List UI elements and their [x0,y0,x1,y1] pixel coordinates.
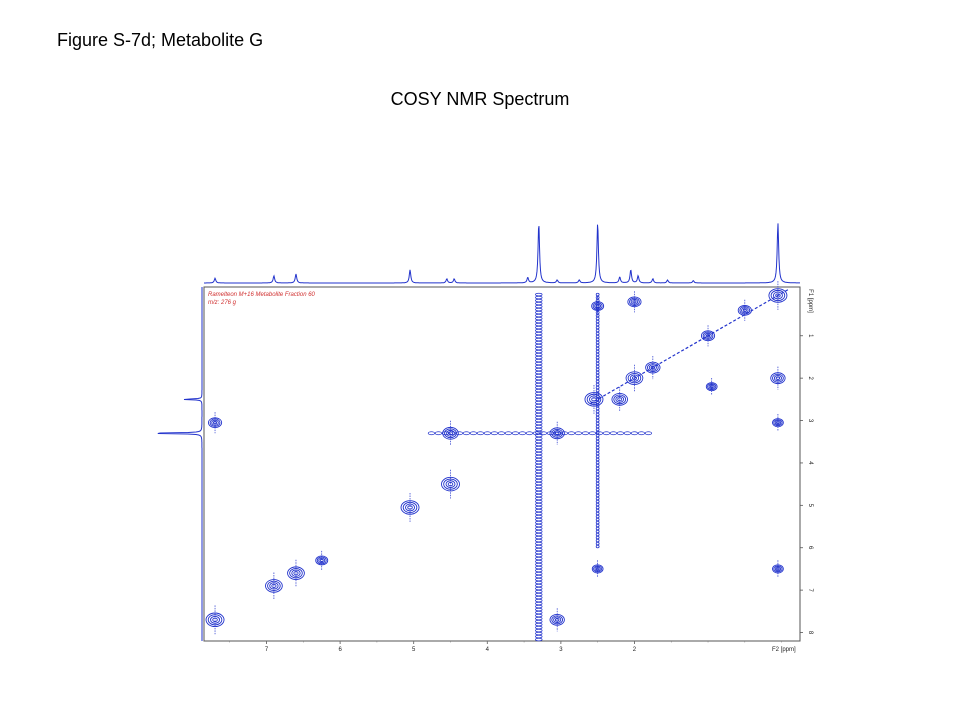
solvent-band [595,292,600,549]
cross-peak [591,296,605,316]
y-tick-label: 4 [807,461,813,465]
cross-peak [442,420,459,446]
cross-peak [705,377,718,396]
cross-peak [627,291,642,313]
cross-peak [611,386,628,412]
y-tick-label: 7 [807,588,813,592]
x-tick-label: 6 [338,647,342,653]
y-axis-ticks: 1 2 3 4 5 6 7 8 [800,334,813,635]
cross-peak [645,356,661,380]
chart-title: COSY NMR Spectrum [390,89,570,109]
solvent-band [535,292,543,642]
solvent-bands [427,292,653,642]
solvent-band [427,431,653,436]
y-tick-label: 5 [807,504,813,508]
cross-peak [549,421,565,445]
x-tick-label: 3 [559,647,563,653]
x-tick-label: 7 [265,647,269,653]
sample-annotation: Ramelteon M+16 Metabolite Fraction 60 [208,292,316,298]
y-tick-label: 2 [807,376,813,380]
y-axis-label: F1 [ppm] [807,289,813,313]
x-tick-label: 5 [412,647,416,653]
cross-peak [205,605,225,635]
x-axis-ticks: 7 6 5 4 3 2 [229,641,782,653]
left-projection-trace [157,287,203,641]
x-axis-label: F2 [ppm] [772,647,796,653]
top-projection-trace [204,223,800,284]
cross-peak [207,412,223,434]
cross-peak [584,384,604,414]
cross-peak [400,493,420,522]
mass-annotation: m/z: 276 g [208,300,237,306]
cross-peak [315,550,329,571]
cross-peak [287,559,305,587]
cross-peak [772,414,784,432]
y-tick-label: 8 [807,631,813,635]
y-tick-label: 3 [807,419,813,423]
y-tick-label: 6 [807,546,813,550]
figure-label: Figure S-7d; Metabolite G [57,30,264,50]
cross-peak [549,608,565,632]
cross-peaks [205,281,788,635]
left-projection [157,287,203,641]
diagonal-peaks [589,288,790,405]
top-projection [204,223,800,284]
cross-peak [265,572,283,600]
x-tick-label: 4 [486,647,490,653]
cross-peak [700,325,716,347]
cross-peak [591,560,604,578]
cross-peak [772,560,784,578]
x-tick-label: 2 [633,647,637,653]
cross-peak [441,469,460,499]
cross-peak [768,281,788,310]
y-tick-label: 1 [807,334,813,338]
diagonal-trace [589,288,790,405]
plot-frame [203,286,801,642]
cross-peak [770,366,786,390]
